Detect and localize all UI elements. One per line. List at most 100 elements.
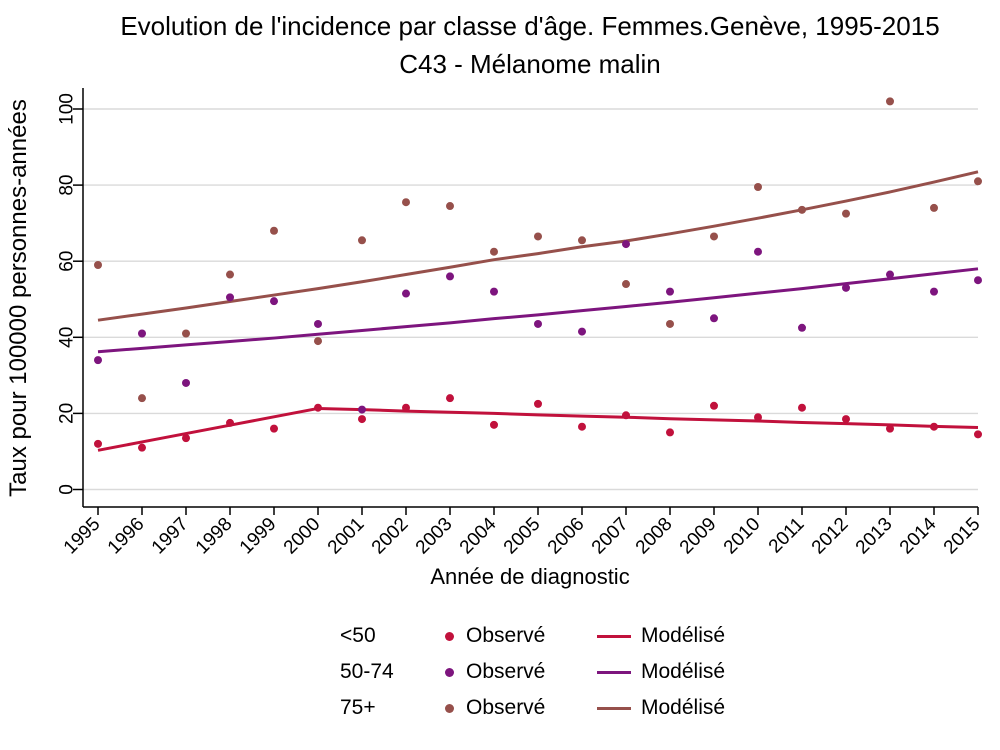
modelled-line [97,267,979,354]
observed-point [534,319,542,328]
x-tick-label: 2003 [412,514,457,559]
observed-point [490,420,498,429]
observed-point [358,415,366,424]
observed-point [446,272,454,281]
observed-point [490,287,498,296]
observed-marker-icon [445,631,454,641]
modelled-line-icon [597,634,631,638]
observed-point [314,403,322,412]
x-tick-label: 2000 [280,514,325,559]
modelled-line [97,406,979,452]
x-tick-label: 2004 [456,513,501,558]
x-tick-label: 2015 [940,514,985,559]
observed-point [270,226,278,235]
observed-point [402,289,410,298]
chart-title: Evolution de l'incidence par classe d'âg… [120,11,940,41]
legend-modelled-label: Modélisé [641,660,726,683]
x-tick-label: 2010 [720,514,765,559]
observed-point [270,424,278,433]
x-tick-label: 2002 [368,514,413,559]
observed-point [94,439,102,448]
observed-point [182,378,190,387]
observed-point [94,261,102,270]
x-tick-label: 1998 [192,514,237,559]
legend-observed-label: Observé [466,660,546,683]
observed-point [842,283,850,292]
observed-point [798,323,806,332]
observed-point [974,177,982,186]
observed-point [666,319,674,328]
y-tick-label: 60 [57,251,78,272]
observed-point [578,422,586,431]
y-tick-label: 0 [57,484,78,495]
y-tick-label: 100 [57,93,78,125]
observed-point [930,422,938,431]
observed-point [886,97,894,106]
observed-point [754,247,762,256]
legend-group-label: 50-74 [340,660,394,683]
x-tick-label: 2001 [324,514,369,559]
observed-point [226,270,234,279]
observed-point [842,415,850,424]
y-axis-title: Taux pour 100000 personnes-années [5,99,32,497]
observed-point [754,413,762,422]
x-tick-label: 2013 [852,514,897,559]
observed-point [974,430,982,439]
x-tick-label: 1995 [60,514,105,559]
modelled-line-icon [597,706,631,710]
observed-point [490,247,498,256]
observed-point [930,203,938,212]
legend-group-label: 75+ [340,696,376,719]
x-tick-label: 2012 [808,514,853,559]
x-tick-label: 2014 [896,513,941,558]
observed-point [798,403,806,412]
legend-observed-label: Observé [466,624,546,647]
legend-modelled-label: Modélisé [641,624,726,647]
observed-point [578,236,586,245]
observed-point [138,443,146,452]
y-tick-label: 80 [57,175,78,196]
observed-point [622,240,630,249]
observed-point [578,327,586,336]
observed-point [886,424,894,433]
observed-marker-icon [445,667,454,677]
y-tick-label: 20 [57,403,78,424]
observed-point [666,428,674,437]
observed-point [402,198,410,207]
legend-row-50-74: 50-74 Observé Modélisé [0,654,1000,690]
observed-point [138,329,146,338]
observed-point [930,287,938,296]
observed-marker-icon [445,703,454,713]
observed-point [138,394,146,403]
observed-point [798,205,806,214]
observed-point [358,236,366,245]
modelled-line-icon [597,670,631,674]
x-tick-label: 2011 [765,514,809,558]
x-axis-title: Année de diagnostic [430,564,629,589]
plot-area: 0 20 40 60 80 100 1995 1996 1997 1998 1999 2000 2001… [5,88,985,589]
x-tick-label: 1999 [236,514,281,559]
legend-group-label: <50 [340,624,376,647]
observed-point [358,405,366,414]
observed-point [270,297,278,306]
observed-point [446,202,454,211]
observed-point [710,401,718,410]
observed-point [710,314,718,323]
legend: <50 Observé Modélisé 50-74 Observé Modél… [0,618,1000,726]
observed-point [314,337,322,346]
y-tick-label: 40 [57,327,78,348]
observed-point [622,411,630,420]
observed-point [886,270,894,279]
observed-point [446,394,454,403]
x-tick-label: 1996 [104,514,149,559]
observed-point [666,287,674,296]
observed-point [182,434,190,443]
legend-modelled-label: Modélisé [641,696,726,719]
observed-point [94,356,102,365]
x-tick-label: 2005 [500,514,545,559]
observed-point [534,232,542,241]
x-tick-label: 2006 [544,514,589,559]
modelled-line [97,170,979,322]
observed-point [622,280,630,289]
legend-row-75plus: 75+ Observé Modélisé [0,690,1000,726]
